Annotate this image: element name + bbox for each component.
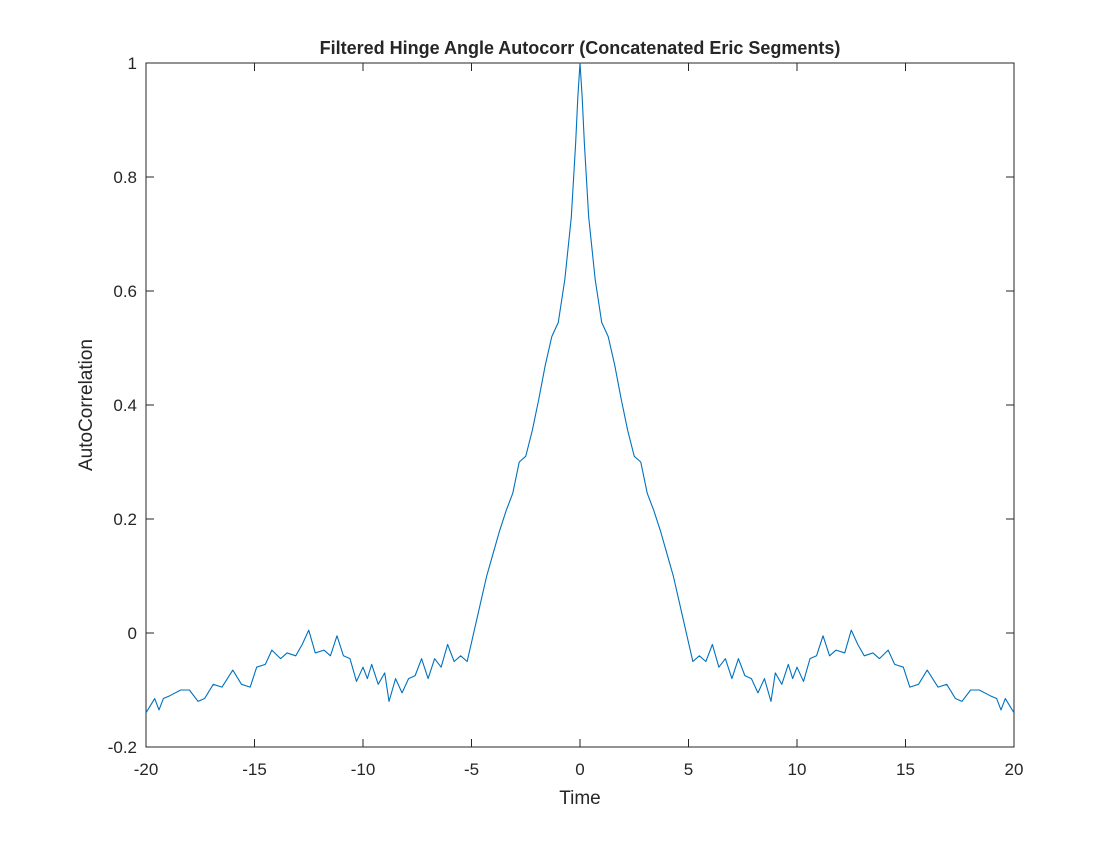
x-tick-label: -5 — [464, 760, 479, 779]
y-tick-label: 0 — [128, 624, 137, 643]
y-axis-label: AutoCorrelation — [76, 339, 97, 471]
y-tick-label: 1 — [128, 54, 137, 73]
x-tick-label: -15 — [242, 760, 267, 779]
x-tick-label: -20 — [134, 760, 159, 779]
autocorrelation-line — [145, 62, 1015, 714]
y-tick-label: 0.2 — [113, 510, 137, 529]
x-tick-label: 15 — [896, 760, 915, 779]
y-tick-label: 0.6 — [113, 282, 137, 301]
x-tick-label: -10 — [351, 760, 376, 779]
x-tick-label: 20 — [1005, 760, 1024, 779]
axes-box — [145, 62, 1015, 748]
y-tick-label: -0.2 — [108, 738, 137, 757]
x-tick-label: 10 — [788, 760, 807, 779]
x-tick-label: 5 — [684, 760, 693, 779]
x-tick-label: 0 — [575, 760, 584, 779]
y-tick-label: 0.4 — [113, 396, 137, 415]
chart-title: Filtered Hinge Angle Autocorr (Concatena… — [320, 38, 841, 58]
x-axis-label: Time — [559, 788, 601, 809]
y-tick-label: 0.8 — [113, 168, 137, 187]
plot-area: -20 -15 -10 -5 0 5 10 15 20 -0.2 0 0.2 0.4 0.6 0.8 1 — [108, 54, 1024, 779]
